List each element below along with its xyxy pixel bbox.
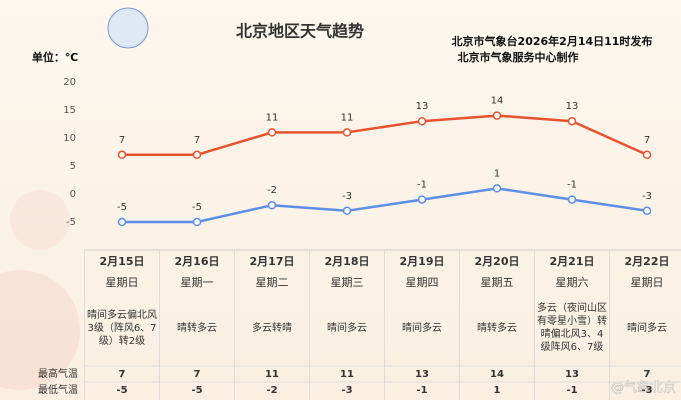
- x-tick-label: 2月20日: [475, 255, 520, 268]
- point: [642, 206, 652, 216]
- data-label: 1: [494, 168, 500, 179]
- decoration: [0, 270, 80, 390]
- data-label: -2: [267, 185, 277, 196]
- data-label: -5: [117, 202, 127, 213]
- subtitle: 北京市气象台2026年2月14日11时发布: [452, 34, 653, 48]
- data-label: 11: [266, 112, 279, 123]
- chart-title: 北京地区天气趋势: [236, 22, 364, 41]
- series-line: [122, 114, 648, 157]
- y-tick-label: 20: [63, 77, 76, 88]
- data-label: 7: [194, 135, 200, 146]
- x-tick-label: 2月19日: [400, 255, 445, 268]
- point: [567, 195, 577, 204]
- table-value: 7: [119, 369, 126, 380]
- data-label: -5: [192, 202, 202, 213]
- watermark: @气象北京: [611, 380, 676, 396]
- point: [417, 116, 427, 126]
- point: [267, 200, 277, 210]
- weather: 多云（夜间山区有零星小雪）转晴偏北风3、4级阵风6、7级: [537, 303, 607, 353]
- series-line: [122, 187, 648, 224]
- weather: 晴间多云偏北风3级（阵风6、7级）转2级: [87, 309, 157, 347]
- row-label: 最高气温: [38, 367, 78, 380]
- table-value: 1: [494, 385, 501, 396]
- x-tick-label: 2月16日: [175, 255, 220, 268]
- data-label: -1: [567, 180, 577, 191]
- x-tick-label: 2月18日: [325, 255, 370, 268]
- y-tick-label: -5: [66, 217, 76, 228]
- point: [192, 150, 202, 160]
- table-value: -5: [116, 385, 127, 396]
- table-value: 13: [415, 369, 429, 380]
- table-value: 13: [565, 369, 579, 380]
- table-value: -1: [566, 385, 577, 396]
- weather: 晴间多云: [327, 322, 367, 334]
- point: [492, 111, 502, 120]
- weather: 晴转多云: [177, 322, 217, 334]
- point: [567, 116, 577, 126]
- table-value: 11: [265, 369, 279, 380]
- y-tick-label: 10: [63, 133, 76, 144]
- data-label: 7: [644, 135, 650, 146]
- weather: 晴转多云: [477, 322, 517, 334]
- point: [267, 128, 277, 137]
- data-label: -3: [342, 191, 352, 202]
- weather: 晴间多云: [627, 322, 667, 334]
- data-label: -3: [642, 191, 652, 202]
- weekday: 星期五: [481, 276, 514, 289]
- point: [342, 206, 352, 216]
- table-value: -3: [641, 385, 652, 396]
- point: [492, 184, 502, 193]
- point: [192, 217, 202, 227]
- table-value: -5: [191, 385, 202, 396]
- data-label: 13: [416, 101, 429, 112]
- weekday: 星期一: [181, 276, 214, 289]
- x-tick-label: 2月15日: [100, 255, 145, 268]
- point: [117, 150, 127, 160]
- weekday: 星期六: [556, 276, 589, 289]
- point: [117, 217, 127, 227]
- weather: 多云转晴: [252, 322, 292, 334]
- weekday: 星期日: [106, 276, 139, 289]
- data-label: 7: [119, 135, 125, 146]
- row-label: 最低气温: [38, 383, 78, 396]
- table-value: 14: [490, 369, 504, 380]
- weekday: 星期二: [256, 276, 289, 289]
- point: [642, 150, 652, 160]
- data-label: -1: [417, 180, 427, 191]
- x-tick-label: 2月22日: [625, 255, 670, 268]
- x-tick-label: 2月17日: [250, 255, 295, 268]
- data-label: 13: [566, 101, 579, 112]
- table-value: -3: [341, 385, 352, 396]
- x-tick-label: 2月21日: [550, 255, 595, 268]
- weekday: 星期日: [631, 276, 664, 289]
- table-value: 7: [194, 369, 201, 380]
- data-label: 14: [491, 96, 504, 107]
- y-tick-label: 5: [70, 161, 76, 172]
- y-tick-label: 15: [63, 105, 76, 116]
- weekday: 星期四: [406, 276, 439, 289]
- y-unit: 单位：℃: [32, 50, 78, 64]
- decoration: [10, 190, 70, 250]
- point: [342, 128, 352, 137]
- table-value: 7: [644, 369, 651, 380]
- table-value: -2: [266, 385, 277, 396]
- weather: 晴间多云: [402, 322, 442, 334]
- table-value: -1: [416, 385, 427, 396]
- point: [417, 195, 427, 204]
- y-tick-label: 0: [70, 189, 76, 200]
- table-value: 11: [340, 369, 354, 380]
- subtitle: 北京市气象服务中心制作: [458, 50, 579, 64]
- data-label: 11: [341, 112, 354, 123]
- weekday: 星期三: [331, 276, 364, 289]
- logo: [107, 7, 149, 49]
